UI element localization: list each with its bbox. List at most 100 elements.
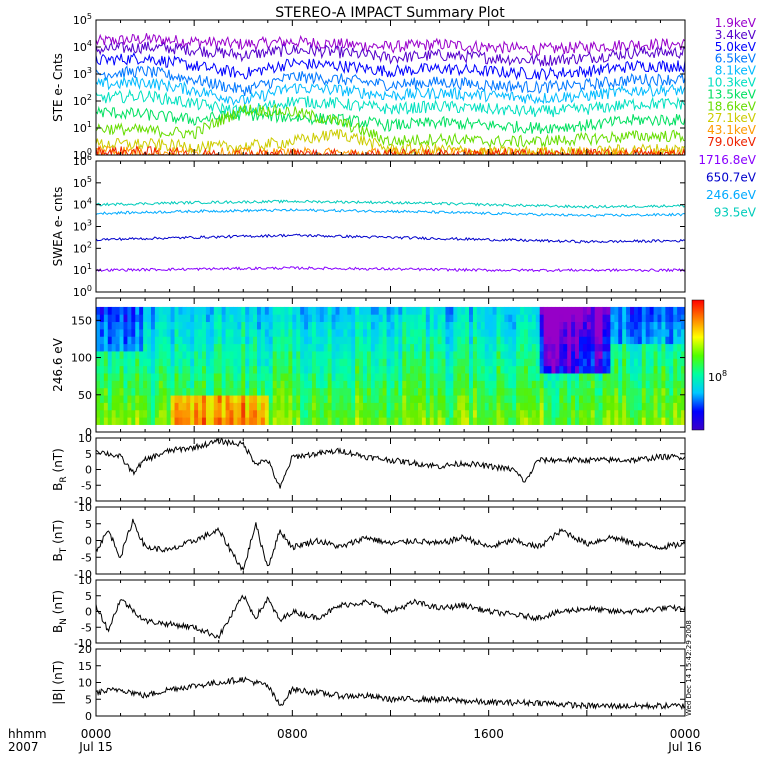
heatmap-cell (260, 328, 266, 337)
heatmap-cell (304, 336, 309, 345)
heatmap-cell (131, 358, 136, 367)
heatmap-cell (182, 314, 187, 323)
heatmap-cell (233, 409, 238, 418)
heatmap-cell (111, 380, 117, 389)
heatmap-cell (472, 409, 478, 418)
heatmap-cell (276, 395, 281, 403)
heatmap-cell (480, 314, 486, 323)
heatmap-cell (465, 321, 470, 330)
heatmap-cell (213, 402, 219, 411)
heatmap-cell (260, 380, 266, 389)
heatmap-cell (339, 365, 344, 374)
heatmap-cell (421, 395, 427, 403)
heatmap-cell (598, 358, 603, 367)
heatmap-cell (288, 343, 293, 352)
y-tick-label: 104 (73, 197, 92, 212)
heatmap-cell (484, 365, 490, 374)
heatmap-cell (237, 387, 242, 396)
heatmap-cell (582, 402, 588, 411)
heatmap-cell (598, 402, 603, 411)
heatmap-cell (249, 314, 254, 323)
heatmap-cell (315, 358, 321, 367)
heatmap-cell (390, 328, 395, 337)
heatmap-cell (586, 328, 592, 337)
heatmap-cell (280, 358, 285, 367)
heatmap-cell (425, 387, 431, 396)
heatmap-cell (304, 321, 309, 330)
heatmap-cell (190, 380, 195, 389)
heatmap-cell (578, 395, 584, 403)
heatmap-cell (359, 417, 364, 425)
heatmap-cell (202, 380, 207, 389)
heatmap-cell (99, 321, 105, 330)
heatmap-cell (437, 380, 442, 389)
heatmap-cell (363, 380, 368, 389)
heatmap-cell (123, 402, 128, 411)
heatmap-cell (673, 409, 678, 418)
heatmap-cell (571, 321, 576, 330)
y-tick-label: 10 (78, 574, 92, 587)
heatmap-cell (241, 336, 246, 345)
heatmap-cell (504, 373, 509, 381)
heatmap-cell (527, 358, 533, 367)
heatmap-cell (260, 395, 266, 403)
heatmap-cell (162, 328, 168, 337)
heatmap-cell (669, 387, 674, 396)
heatmap-cell (398, 314, 403, 323)
heatmap-cell (575, 402, 580, 411)
heatmap-cell (339, 358, 344, 367)
heatmap-cell (665, 358, 670, 367)
heatmap-cell (527, 380, 533, 389)
heatmap-cell (280, 417, 285, 425)
heatmap-cell (194, 358, 199, 367)
heatmap-cell (366, 336, 372, 345)
heatmap-cell (582, 417, 588, 425)
heatmap-cell (386, 351, 391, 359)
heatmap-cell (504, 417, 509, 425)
heatmap-cell (272, 358, 278, 367)
heatmap-cell (162, 314, 168, 323)
heatmap-cell (150, 387, 156, 396)
heatmap-cell (547, 358, 552, 367)
heatmap-cell (135, 373, 140, 381)
heatmap-cell (233, 365, 238, 374)
heatmap-cell (123, 351, 128, 359)
data-layer (95, 33, 686, 711)
heatmap-cell (225, 336, 230, 345)
heatmap-cell (217, 358, 223, 367)
heatmap-cell (641, 402, 647, 411)
heatmap-cell (386, 402, 391, 411)
heatmap-cell (343, 343, 348, 352)
heatmap-cell (417, 365, 423, 374)
heatmap-cell (213, 365, 219, 374)
heatmap-cell (154, 409, 160, 418)
heatmap-cell (355, 321, 360, 330)
heatmap-cell (441, 314, 446, 323)
heatmap-cell (543, 373, 548, 381)
heatmap-cell (626, 402, 631, 411)
heatmap-cell (225, 417, 230, 425)
heatmap-cell (653, 402, 658, 411)
heatmap-cell (630, 365, 635, 374)
heatmap-cell (449, 380, 454, 389)
heatmap-cell (366, 321, 372, 330)
heatmap-cell (209, 373, 215, 381)
heatmap-cell (555, 306, 560, 315)
heatmap-cell (590, 306, 596, 315)
heatmap-cell (421, 409, 427, 418)
heatmap-cell (406, 380, 411, 389)
heatmap-cell (158, 380, 164, 389)
heatmap-cell (111, 358, 117, 367)
heatmap-cell (245, 373, 250, 381)
heatmap-cell (437, 321, 442, 330)
heatmap-cell (508, 358, 513, 367)
heatmap-cell (598, 343, 603, 352)
heatmap-cell (543, 402, 548, 411)
heatmap-cell (414, 409, 419, 418)
heatmap-cell (182, 409, 187, 418)
heatmap-cell (543, 328, 548, 337)
heatmap-cell (500, 321, 505, 330)
heatmap-cell (453, 402, 458, 411)
heatmap-cell (410, 417, 415, 425)
heatmap-cell (127, 417, 132, 425)
